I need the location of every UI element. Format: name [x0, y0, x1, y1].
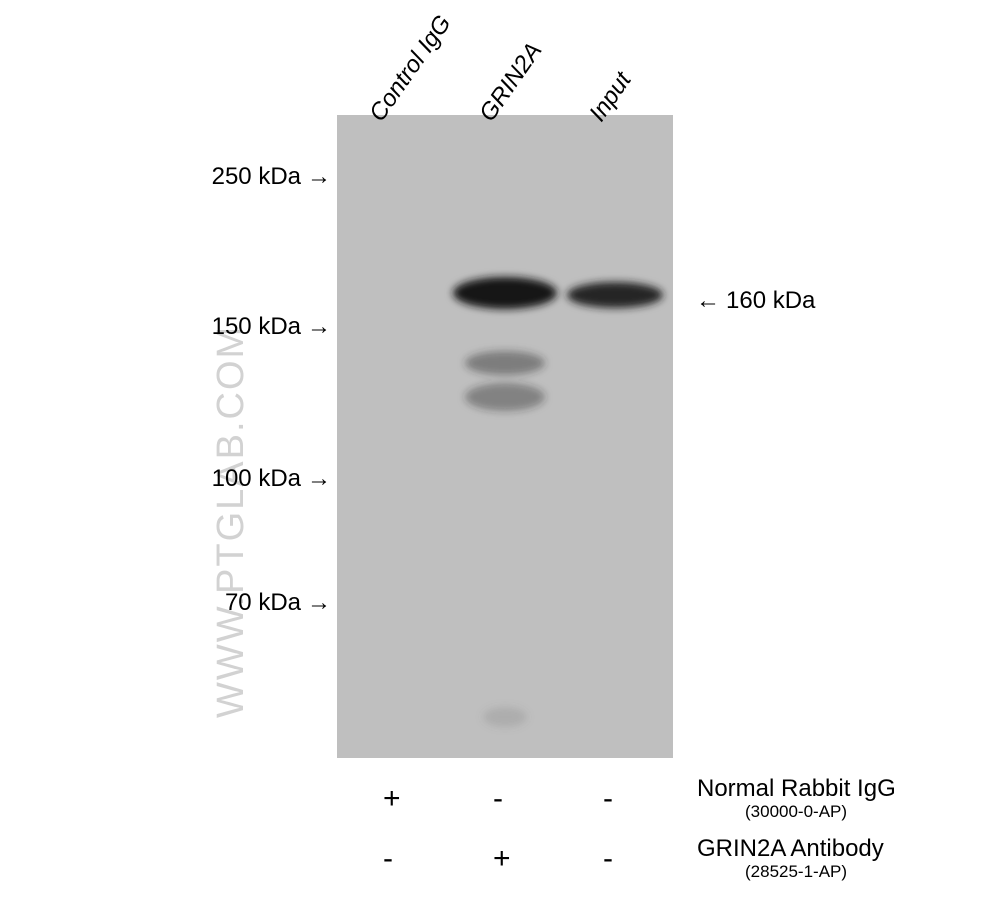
marker-label: 250 kDa→ [212, 163, 331, 191]
marker-label: 100 kDa→ [212, 465, 331, 493]
marker-text: 70 kDa [225, 589, 301, 616]
marker-text: 150 kDa [212, 313, 301, 340]
blot-svg [337, 115, 673, 758]
arrow-left-icon: ← [696, 287, 720, 315]
lane-label-grin2a: GRIN2A [474, 38, 548, 127]
band-grin2a [483, 707, 527, 727]
condition-sign: - [383, 842, 393, 876]
arrow-right-icon: → [307, 465, 331, 493]
marker-label: 70 kDa→ [225, 589, 331, 617]
blot-membrane [337, 115, 673, 758]
condition-label: GRIN2A Antibody [697, 835, 884, 863]
figure-root: WWW.PTGLAB.COM Control IgGGRIN2AInput 25… [0, 0, 1000, 903]
condition-sign: - [603, 782, 613, 816]
marker-text: 250 kDa [212, 163, 301, 190]
band-grin2a [465, 383, 545, 411]
band-grin2a [453, 277, 557, 309]
arrow-right-icon: → [307, 589, 331, 617]
condition-sign: - [493, 782, 503, 816]
watermark-text: WWW.PTGLAB.COM [210, 325, 253, 718]
band-input [567, 282, 663, 308]
band-size-text: 160 kDa [726, 287, 815, 314]
condition-label: Normal Rabbit IgG [697, 775, 896, 803]
condition-sublabel: (28525-1-AP) [745, 862, 847, 882]
condition-sign: - [603, 842, 613, 876]
band-grin2a [465, 351, 545, 375]
lane-label-ctrl: Control IgG [364, 10, 457, 127]
condition-sign: + [383, 782, 401, 816]
arrow-right-icon: → [307, 313, 331, 341]
band-size-label: ←160 kDa [696, 287, 815, 315]
condition-sublabel: (30000-0-AP) [745, 802, 847, 822]
marker-text: 100 kDa [212, 465, 301, 492]
marker-label: 150 kDa→ [212, 313, 331, 341]
condition-sign: + [493, 842, 511, 876]
arrow-right-icon: → [307, 163, 331, 191]
